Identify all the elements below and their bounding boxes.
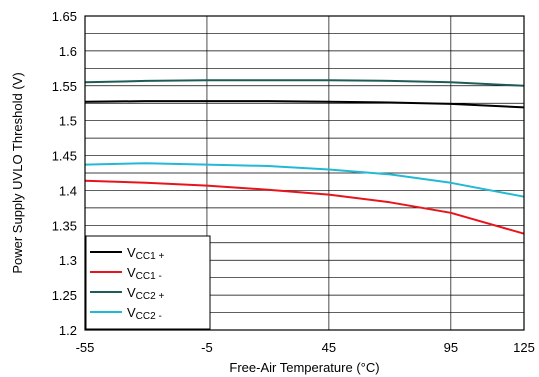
series-lines bbox=[84, 79, 525, 235]
y-tick-label: 1.35 bbox=[52, 218, 77, 233]
y-tick-label: 1.3 bbox=[59, 253, 77, 268]
legend-label: VCC1 + bbox=[127, 245, 164, 262]
y-tick-label: 1.25 bbox=[52, 288, 77, 303]
legend-label: VCC1 - bbox=[127, 265, 162, 282]
y-tick-label: 1.5 bbox=[59, 114, 77, 129]
x-tick-label: 125 bbox=[513, 340, 535, 355]
x-tick-labels: -55 -5 45 95 125 bbox=[76, 340, 535, 355]
x-tick-label: 95 bbox=[444, 340, 458, 355]
plot-frame bbox=[84, 15, 525, 331]
y-axis-label: Power Supply UVLO Threshold (V) bbox=[10, 72, 25, 273]
series-line-vcc1- bbox=[84, 100, 525, 109]
x-axis-label: Free-Air Temperature (°C) bbox=[229, 360, 379, 375]
legend-label: VCC2 + bbox=[127, 285, 164, 302]
series-line-vcc2- bbox=[84, 162, 525, 198]
legend-label: VCC2 - bbox=[127, 305, 162, 322]
y-tick-label: 1.45 bbox=[52, 149, 77, 164]
y-tick-label: 1.4 bbox=[59, 183, 77, 198]
y-tick-label: 1.6 bbox=[59, 44, 77, 59]
x-tick-label: -5 bbox=[201, 340, 213, 355]
y-tick-label: 1.55 bbox=[52, 79, 77, 94]
x-tick-label: 45 bbox=[322, 340, 336, 355]
y-tick-label: 1.2 bbox=[59, 323, 77, 338]
x-tick-label: -55 bbox=[76, 340, 95, 355]
series-line-vcc2- bbox=[84, 79, 525, 87]
legend: VCC1 + VCC1 - VCC2 + VCC2 - bbox=[85, 235, 211, 330]
y-tick-labels: 1.2 1.25 1.3 1.35 1.4 1.45 1.5 1.55 1.6 1.65 bbox=[52, 9, 77, 338]
y-tick-label: 1.65 bbox=[52, 9, 77, 24]
series-line-vcc1- bbox=[84, 179, 525, 235]
